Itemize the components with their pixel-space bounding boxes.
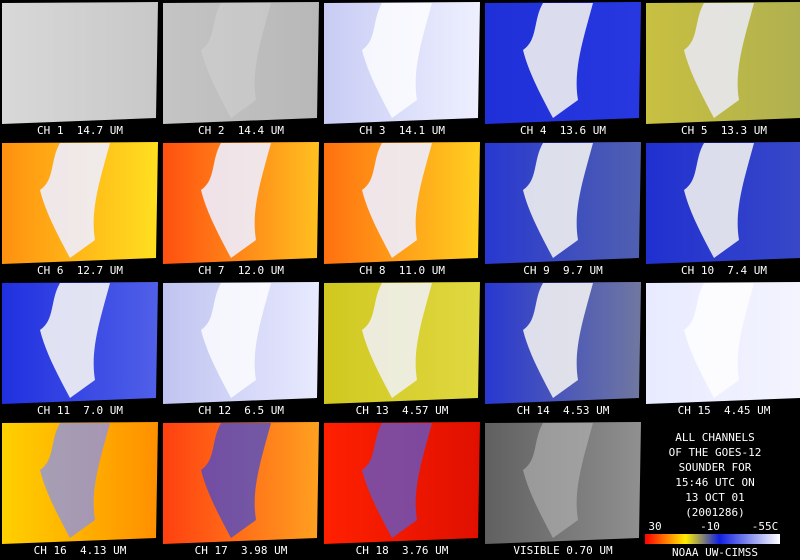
- cloud-band: [684, 143, 754, 258]
- cloud-band: [40, 283, 110, 398]
- panel-image: [163, 2, 319, 124]
- credit: NOAA UW-CIMSS: [672, 546, 758, 559]
- scale-label: -55C: [752, 520, 779, 533]
- panel-label: CH 6 12.7 UM: [37, 264, 123, 277]
- panel-image: [2, 2, 158, 124]
- satellite-panel: VISIBLE 0.70 UM: [485, 422, 641, 557]
- panel-label: CH 18 3.76 UM: [356, 544, 449, 557]
- satellite-panel: CH 13 4.57 UM: [324, 282, 480, 417]
- satellite-panel: CH 12 6.5 UM: [163, 282, 319, 417]
- panel-label: VISIBLE 0.70 UM: [513, 544, 613, 557]
- satellite-panel: CH 2 14.4 UM: [163, 2, 319, 137]
- cloud-band: [362, 3, 432, 118]
- panel-label: CH 2 14.4 UM: [198, 124, 284, 137]
- satellite-panel: CH 7 12.0 UM: [163, 142, 319, 277]
- cloud-band: [201, 283, 271, 398]
- satellite-panel: CH 9 9.7 UM: [485, 142, 641, 277]
- panel-label: CH 1 14.7 UM: [37, 124, 123, 137]
- cloud-band: [684, 3, 754, 118]
- satellite-panel: CH 8 11.0 UM: [324, 142, 480, 277]
- color-scale: [645, 534, 780, 544]
- panel-label: CH 7 12.0 UM: [198, 264, 284, 277]
- cloud-band: [684, 283, 754, 398]
- legend-line: SOUNDER FOR: [679, 461, 752, 474]
- panel-label: CH 17 3.98 UM: [195, 544, 288, 557]
- panel-label: CH 5 13.3 UM: [681, 124, 767, 137]
- panel-label: CH 16 4.13 UM: [34, 544, 127, 557]
- cloud-band: [201, 143, 271, 258]
- satellite-panel: CH 17 3.98 UM: [163, 422, 319, 557]
- cloud-band: [523, 3, 593, 118]
- panel-label: CH 15 4.45 UM: [678, 404, 771, 417]
- cloud-band: [201, 423, 271, 538]
- panel-label: CH 12 6.5 UM: [198, 404, 284, 417]
- panel-label: CH 3 14.1 UM: [359, 124, 445, 137]
- panel-label: CH 9 9.7 UM: [523, 264, 603, 277]
- satellite-panel: CH 6 12.7 UM: [2, 142, 158, 277]
- cloud-band: [362, 423, 432, 538]
- cloud-band: [523, 423, 593, 538]
- scale-label: -10: [700, 520, 720, 533]
- panel-label: CH 10 7.4 UM: [681, 264, 767, 277]
- panel-label: CH 13 4.57 UM: [356, 404, 449, 417]
- legend-line: OF THE GOES-12: [669, 446, 762, 459]
- cloud-band: [523, 143, 593, 258]
- legend-line: 15:46 UTC ON: [675, 476, 754, 489]
- panel-label: CH 11 7.0 UM: [37, 404, 123, 417]
- satellite-panel: CH 1 14.7 UM: [2, 2, 158, 137]
- cloud-band: [362, 143, 432, 258]
- panel-label: CH 4 13.6 UM: [520, 124, 606, 137]
- satellite-panel: CH 16 4.13 UM: [2, 422, 158, 557]
- cloud-band: [201, 3, 271, 118]
- satellite-panel: CH 11 7.0 UM: [2, 282, 158, 417]
- satellite-panel: CH 10 7.4 UM: [646, 142, 800, 277]
- scale-label: 30: [648, 520, 661, 533]
- cloud-band: [40, 143, 110, 258]
- legend-line: (2001286): [685, 506, 745, 519]
- panel-label: CH 8 11.0 UM: [359, 264, 445, 277]
- panel-label: CH 14 4.53 UM: [517, 404, 610, 417]
- satellite-panel: CH 14 4.53 UM: [485, 282, 641, 417]
- legend-line: ALL CHANNELS: [675, 431, 754, 444]
- legend-line: 13 OCT 01: [685, 491, 745, 504]
- satellite-panel: CH 5 13.3 UM: [646, 2, 800, 137]
- satellite-panel: CH 4 13.6 UM: [485, 2, 641, 137]
- cloud-band: [523, 283, 593, 398]
- satellite-panel: CH 18 3.76 UM: [324, 422, 480, 557]
- cloud-band: [40, 423, 110, 538]
- satellite-panel: CH 3 14.1 UM: [324, 2, 480, 137]
- cloud-band: [362, 283, 432, 398]
- satellite-panel: CH 15 4.45 UM: [646, 282, 800, 417]
